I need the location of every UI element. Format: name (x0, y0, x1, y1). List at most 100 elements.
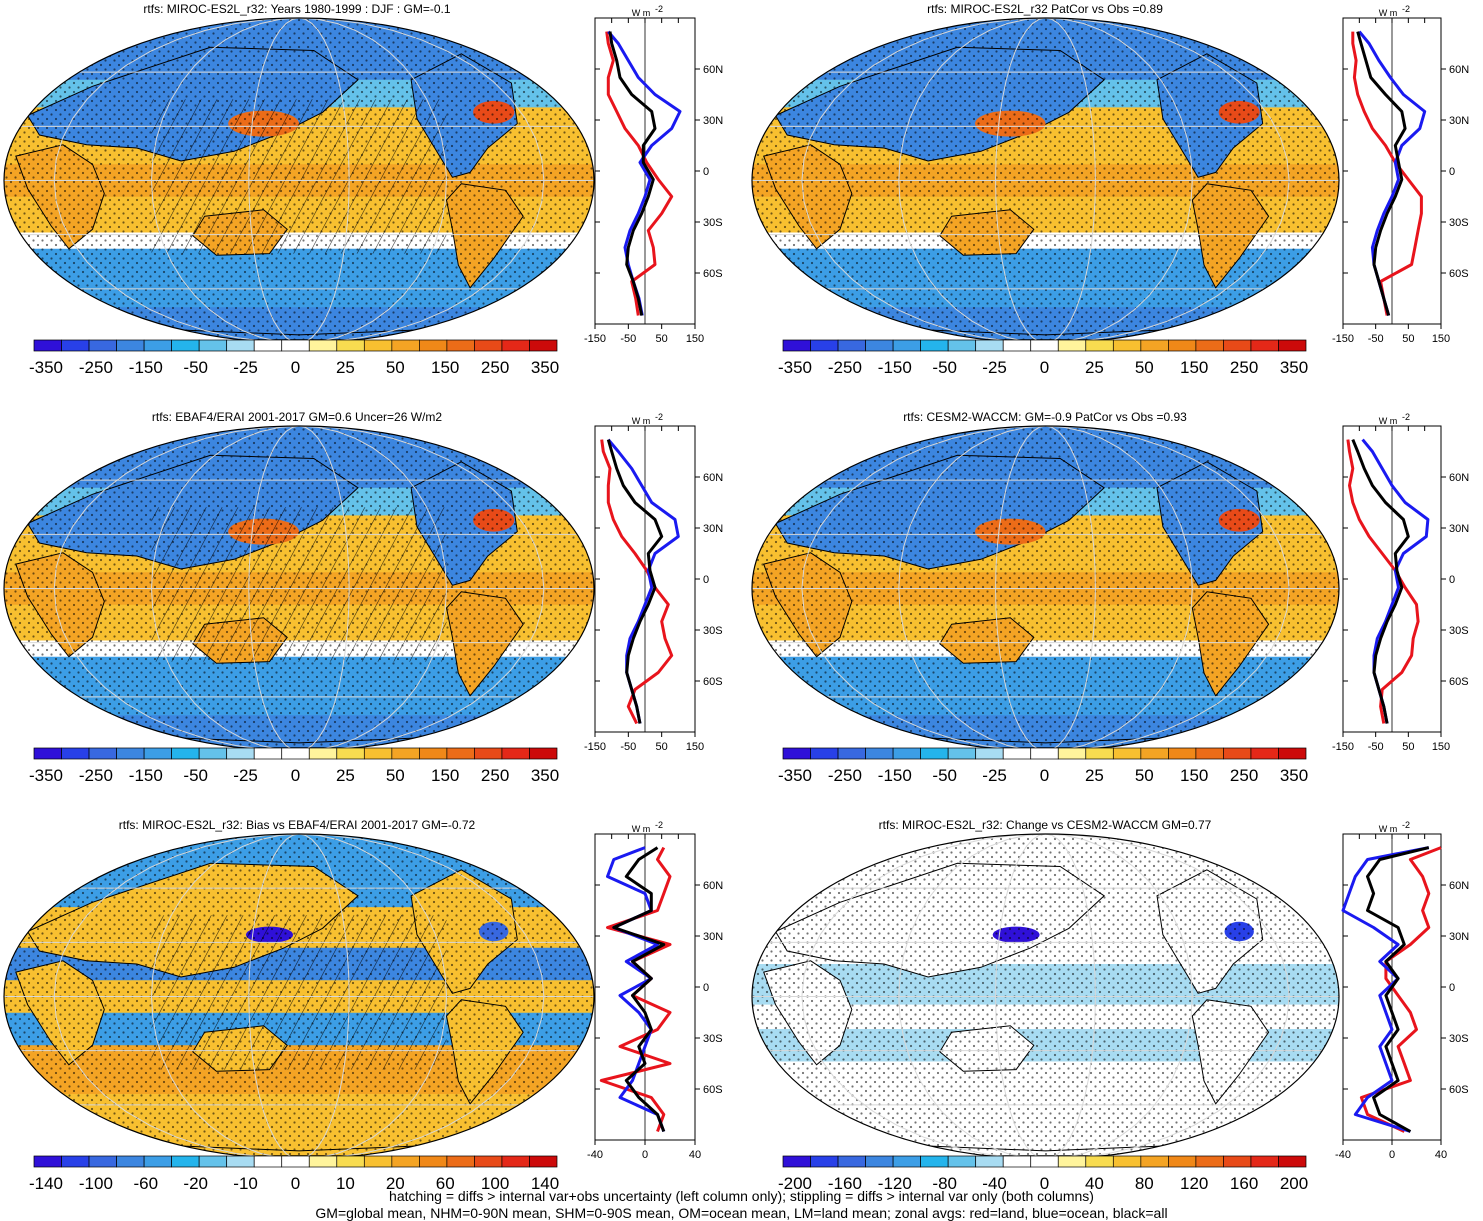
colorbar-swatch (1250, 747, 1279, 760)
colorbar-swatch (920, 747, 949, 760)
colorbar-label: 40 (1085, 1174, 1104, 1193)
colorbar-swatch (1057, 339, 1087, 352)
map-field (4, 834, 594, 1159)
colorbar-label: 20 (386, 1174, 405, 1193)
colorbar-swatch (391, 747, 420, 760)
panel-2: rtfs: MIROC-ES2L_r32 PatCor vs Obs =0.89… (751, 2, 1469, 377)
zonal-xtick-label: 150 (686, 333, 704, 345)
colorbar-swatch (1030, 1155, 1059, 1168)
panel-title: rtfs: MIROC-ES2L_r32: Bias vs EBAF4/ERAI… (119, 818, 476, 832)
colorbar-swatch (226, 747, 255, 760)
map-field (4, 426, 594, 751)
colorbar-label: 50 (1135, 358, 1154, 377)
colorbar-swatch (1085, 747, 1114, 760)
colorbar-label: -350 (778, 766, 812, 785)
colorbar-swatch (810, 339, 839, 352)
colorbar-swatch (198, 1155, 228, 1168)
colorbar-swatch (501, 339, 530, 352)
colorbar-swatch (1168, 339, 1197, 352)
colorbar-swatch (171, 1155, 200, 1168)
meridian-line (898, 18, 1046, 343)
zonal-unit: W m (1379, 824, 1398, 834)
colorbar-label: -50 (932, 358, 957, 377)
panel-title: rtfs: EBAF4/ERAI 2001-2017 GM=0.6 Uncer=… (152, 410, 442, 424)
zonal-xtick-label: 40 (689, 1149, 701, 1161)
colorbar-label: 80 (1135, 1174, 1154, 1193)
zonal-series-ocean (606, 846, 666, 1133)
colorbar-label: -200 (778, 1174, 812, 1193)
zonal-series-all (1351, 439, 1410, 724)
zonal-unit-superscript: -2 (1402, 820, 1410, 830)
colorbar-swatch (1002, 1155, 1032, 1168)
zonal-xtick-label: -150 (584, 741, 606, 753)
meridian-line (150, 426, 300, 751)
colorbar-label: 0 (291, 358, 300, 377)
colorbar-label: -350 (29, 766, 63, 785)
zonal-xtick-label: 50 (1402, 333, 1414, 345)
meridian-line (53, 426, 300, 751)
meridian-line (248, 426, 300, 751)
zonal-ytick-label: 0 (1449, 166, 1455, 178)
colorbar-swatch (837, 747, 866, 760)
colorbar-swatch (198, 339, 228, 352)
colorbar-label: 160 (1230, 1174, 1258, 1193)
colorbar-label: -25 (233, 358, 258, 377)
zonal-series-all (606, 439, 664, 724)
colorbar-swatch (308, 1155, 338, 1168)
zonal-ytick-label: 60N (703, 64, 723, 76)
colorbar-label: 250 (481, 358, 509, 377)
zonal-xtick-label: -40 (1335, 1149, 1351, 1161)
colorbar-swatch (1140, 339, 1169, 352)
meridian-line (801, 426, 1046, 751)
colorbar-swatch (920, 1155, 949, 1168)
hatching (151, 915, 447, 1070)
zonal-ytick-label: 30S (1449, 217, 1469, 229)
zonal-xtick-label: 0 (1389, 1149, 1395, 1161)
colorbar-swatch (253, 1155, 283, 1168)
colorbar-swatch (865, 339, 894, 352)
colorbar-swatch (782, 1155, 811, 1168)
colorbar-label: -40 (982, 1174, 1007, 1193)
colorbar-swatch (947, 747, 977, 760)
colorbar-swatch (892, 1155, 921, 1168)
colorbar-label: 350 (1280, 358, 1308, 377)
colorbar-label: 0 (1040, 766, 1049, 785)
colorbar-label: 150 (431, 766, 459, 785)
zonal-ytick-label: 30N (1449, 931, 1469, 943)
colorbar-swatch (446, 339, 475, 352)
colorbar-label: -50 (932, 766, 957, 785)
colorbar-swatch (116, 1155, 145, 1168)
zonal-xtick-label: 50 (1402, 741, 1414, 753)
colorbar-label: 50 (386, 358, 405, 377)
colorbar-swatch (391, 339, 420, 352)
meridian-line (53, 834, 300, 1159)
meridian-line (1045, 834, 1193, 1159)
zonal-unit-superscript: -2 (655, 820, 663, 830)
zonal-ytick-label: 30S (703, 625, 723, 637)
colorbar-swatch (281, 747, 310, 760)
colorbar-label: 25 (336, 358, 355, 377)
meridian-line (298, 18, 350, 343)
hatching (151, 99, 447, 254)
colorbar-label: 350 (531, 358, 559, 377)
zonal-ytick-label: 30N (1449, 115, 1469, 127)
zonal-xtick-label: -50 (1368, 333, 1384, 345)
panel-4: rtfs: CESM2-WACCM: GM=-0.9 PatCor vs Obs… (751, 410, 1469, 785)
colorbar-swatch (529, 747, 558, 760)
zonal-xtick-label: -150 (1332, 741, 1354, 753)
colorbar-swatch (61, 339, 90, 352)
colorbar-swatch (88, 339, 117, 352)
colorbar-label: -20 (183, 1174, 208, 1193)
colorbar-swatch (143, 339, 172, 352)
colorbar-swatch (1002, 339, 1032, 352)
colorbar-swatch (1030, 747, 1059, 760)
meridian-line (298, 18, 448, 343)
panel-title: rtfs: CESM2-WACCM: GM=-0.9 PatCor vs Obs… (903, 410, 1187, 424)
meridian-line (298, 426, 545, 751)
zonal-ytick-label: 30N (703, 115, 723, 127)
colorbar-label: 10 (336, 1174, 355, 1193)
meridian-line (1045, 834, 1096, 1159)
zonal-ytick-label: 30N (703, 523, 723, 535)
colorbar-label: 250 (1230, 766, 1258, 785)
meridian-line (150, 834, 300, 1159)
